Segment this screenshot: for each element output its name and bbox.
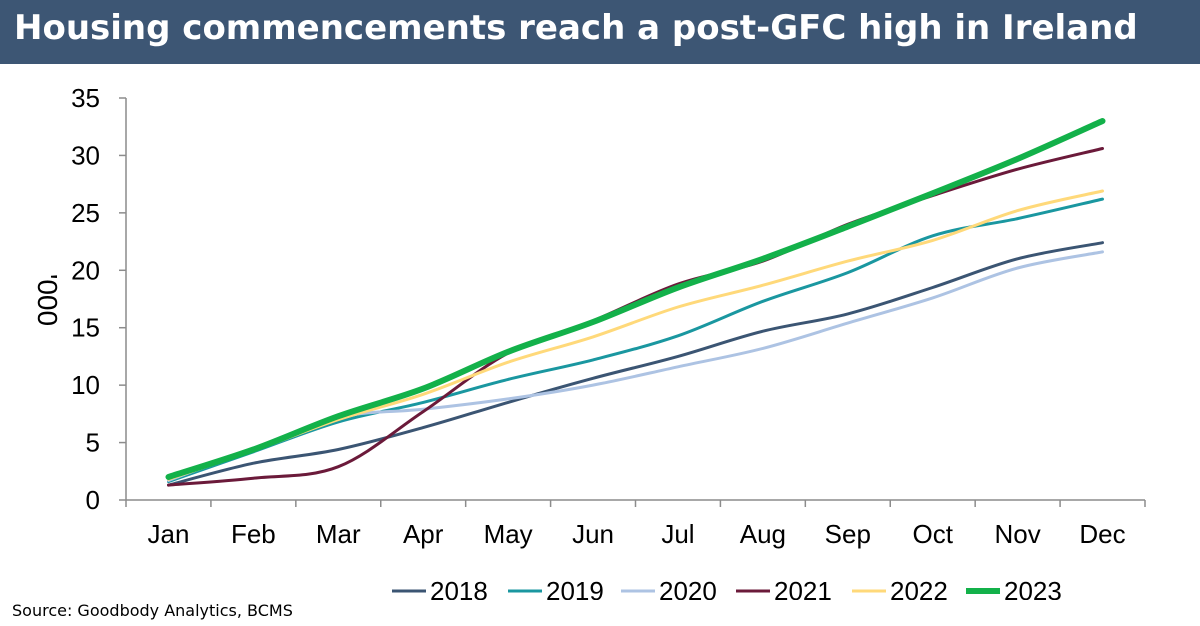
x-tick-label: Feb <box>231 519 276 549</box>
x-tick-label: Dec <box>1079 519 1125 549</box>
legend-label-2018: 2018 <box>430 576 488 600</box>
x-tick-label: Nov <box>995 519 1041 549</box>
y-tick-label: 10 <box>71 370 100 400</box>
x-tick-label: Jun <box>572 519 614 549</box>
x-tick-label: Mar <box>316 519 361 549</box>
y-tick-label: 30 <box>71 140 100 170</box>
series-line-2018 <box>167 241 1104 487</box>
chart-title: Housing commencements reach a post-GFC h… <box>14 8 1138 48</box>
x-tick-label: Sep <box>825 519 871 549</box>
y-tick-label: 0 <box>86 485 100 515</box>
title-bar: Housing commencements reach a post-GFC h… <box>0 0 1200 64</box>
chart: 0 5 10 15 20 25 30 35 Jan Feb Mar Apr May Jun Jul Aug Se… <box>32 83 1146 600</box>
legend-label-2019: 2019 <box>546 576 604 600</box>
y-tick-label: 15 <box>71 313 100 343</box>
source-note: Source: Goodbody Analytics, BCMS <box>12 601 293 620</box>
x-tick-label: May <box>484 519 533 549</box>
legend-label-2021: 2021 <box>774 576 832 600</box>
y-tick-label: 35 <box>71 83 100 113</box>
series-line-2021 <box>167 147 1104 487</box>
y-tick-label: 5 <box>86 428 100 458</box>
x-tick-label: Aug <box>740 519 786 549</box>
legend-label-2022: 2022 <box>890 576 948 600</box>
legend-label-2020: 2020 <box>659 576 717 600</box>
x-tick-label: Jul <box>661 519 694 549</box>
series-line-2019 <box>167 197 1104 484</box>
y-tick-label: 20 <box>71 255 100 285</box>
x-tick-label: Jan <box>147 519 189 549</box>
y-tick-label: 25 <box>71 198 100 228</box>
x-tick-label: Apr <box>403 519 444 549</box>
x-tick-label: Oct <box>912 519 953 549</box>
series-line-2023 <box>165 118 1106 480</box>
legend-label-2023: 2023 <box>1004 576 1062 600</box>
y-axis-title: '000 <box>32 274 63 326</box>
series-line-2022 <box>167 189 1104 481</box>
